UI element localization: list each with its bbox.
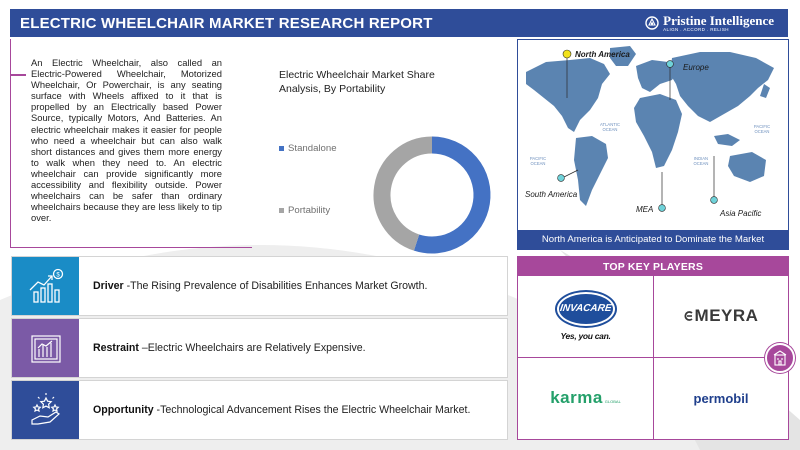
map-panel: ATLANTIC OCEAN PACIFIC OCEAN INDIAN OCEA… bbox=[517, 39, 789, 250]
japan-shape bbox=[760, 84, 770, 98]
bar-chart-icon bbox=[30, 335, 61, 363]
indonesia-shape bbox=[714, 134, 740, 146]
permobil-wordmark: permobil bbox=[693, 390, 749, 406]
chart-title: Electric Wheelchair Market Share Analysi… bbox=[279, 69, 435, 95]
australia-shape bbox=[728, 152, 766, 182]
karma-global-text: GLOBAL bbox=[604, 399, 621, 405]
ocean-label-indian: INDIAN bbox=[694, 156, 708, 161]
company-logo: Pristine Intelligence ALIGN . ACCORD . R… bbox=[645, 14, 788, 33]
meyra-wordmark: MEYRA bbox=[694, 306, 759, 326]
factor-driver: $ Driver -The Rising Prevalence of Disab… bbox=[11, 256, 508, 316]
player-invacare: INVACARE Yes, you can. bbox=[518, 276, 653, 358]
description-text: An Electric Wheelchair, also called an E… bbox=[31, 57, 222, 224]
factor-opportunity: Opportunity -Technological Advancement R… bbox=[11, 380, 508, 440]
africa-shape bbox=[634, 94, 682, 168]
marker-asia-pacific bbox=[710, 196, 718, 204]
restraint-icon-panel bbox=[12, 319, 79, 377]
opportunity-label: Opportunity bbox=[93, 403, 154, 416]
report-title: ELECTRIC WHEELCHAIR MARKET RESEARCH REPO… bbox=[20, 14, 433, 32]
region-label-north-america: North America bbox=[575, 50, 630, 59]
restraint-text: Restraint –Electric Wheelchairs are Rela… bbox=[79, 342, 507, 355]
opportunity-icon-panel bbox=[12, 381, 79, 439]
ocean-label-pacific-east: PACIFIC bbox=[754, 124, 770, 129]
legend-label-portability: Portability bbox=[288, 205, 331, 216]
invacare-wordmark: INVACARE bbox=[558, 303, 613, 315]
marker-north-america bbox=[562, 49, 572, 59]
greenland-shape bbox=[610, 46, 636, 66]
legend-item-standalone: Standalone bbox=[279, 143, 337, 154]
ocean-label-atlantic-ocean: OCEAN bbox=[603, 127, 618, 132]
legend-swatch-standalone bbox=[279, 146, 284, 151]
player-meyra: MEYRA bbox=[653, 276, 788, 358]
north-america-shape bbox=[526, 58, 610, 132]
factor-restraint: Restraint –Electric Wheelchairs are Rela… bbox=[11, 318, 508, 378]
donut-slice-standalone bbox=[413, 136, 491, 254]
driver-text: Driver -The Rising Prevalence of Disabil… bbox=[79, 280, 507, 293]
map-caption: North America is Anticipated to Dominate… bbox=[518, 230, 788, 249]
marker-mea bbox=[658, 204, 666, 212]
meyra-mark-icon bbox=[684, 311, 693, 322]
restraint-label: Restraint bbox=[93, 341, 139, 354]
svg-text:$: $ bbox=[56, 273, 60, 279]
legend-swatch-portability bbox=[279, 208, 284, 213]
ocean-label-pacific-west-ocean: OCEAN bbox=[531, 161, 546, 166]
asia-shape bbox=[670, 52, 774, 122]
description-frame bbox=[10, 39, 252, 248]
donut-slice-portability bbox=[373, 136, 433, 251]
region-label-mea: MEA bbox=[636, 205, 653, 214]
hand-stars-icon bbox=[30, 393, 60, 425]
ocean-label-atlantic: ATLANTIC bbox=[600, 122, 620, 127]
legend-item-portability: Portability bbox=[279, 205, 330, 216]
opportunity-description: -Technological Advancement Rises the Ele… bbox=[153, 403, 471, 416]
building-icon bbox=[773, 350, 787, 366]
invacare-logo: INVACARE Yes, you can. bbox=[556, 291, 615, 341]
world-map: ATLANTIC OCEAN PACIFIC OCEAN INDIAN OCEA… bbox=[525, 46, 774, 218]
header-bar: ELECTRIC WHEELCHAIR MARKET RESEARCH REPO… bbox=[10, 9, 788, 37]
logo-tagline: ALIGN . ACCORD . RELISH bbox=[663, 26, 729, 32]
opportunity-text: Opportunity -Technological Advancement R… bbox=[79, 404, 507, 417]
driver-label: Driver bbox=[93, 279, 124, 292]
logo-name: Pristine Intelligence bbox=[663, 12, 774, 28]
donut-chart bbox=[373, 136, 491, 254]
marker-europe bbox=[666, 60, 674, 68]
ocean-label-pacific-west: PACIFIC bbox=[530, 156, 546, 161]
europe-shape bbox=[636, 60, 678, 92]
region-label-south-america: South America bbox=[525, 190, 578, 199]
region-label-asia-pacific: Asia Pacific bbox=[719, 209, 761, 218]
key-players-panel: TOP KEY PLAYERS INVACARE Yes, you can. M… bbox=[517, 256, 789, 440]
invacare-oval: INVACARE bbox=[556, 291, 615, 326]
continents bbox=[526, 46, 774, 206]
logo-icon bbox=[645, 16, 659, 30]
building-badge bbox=[765, 343, 795, 373]
invacare-tagline: Yes, you can. bbox=[560, 330, 611, 341]
player-permobil: permobil bbox=[653, 357, 788, 439]
player-karma: karma GLOBAL bbox=[518, 358, 653, 440]
driver-description: -The Rising Prevalence of Disabilities E… bbox=[123, 279, 428, 292]
karma-wordmark: karma bbox=[550, 388, 603, 408]
restraint-description: –Electric Wheelchairs are Relatively Exp… bbox=[138, 341, 366, 354]
legend-label-standalone: Standalone bbox=[288, 143, 337, 154]
region-label-europe: Europe bbox=[683, 63, 709, 72]
description-marker bbox=[10, 74, 26, 76]
ocean-label-indian-ocean: OCEAN bbox=[694, 161, 709, 166]
key-players-title: TOP KEY PLAYERS bbox=[518, 257, 788, 276]
driver-icon-panel: $ bbox=[12, 257, 79, 315]
marker-south-america bbox=[557, 174, 565, 182]
leader-south-america bbox=[561, 169, 579, 179]
ocean-label-pacific-east-ocean: OCEAN bbox=[755, 129, 770, 134]
meyra-logo: MEYRA bbox=[684, 306, 759, 326]
karma-logo: karma GLOBAL bbox=[550, 388, 621, 408]
south-america-shape bbox=[574, 136, 608, 206]
growth-chart-icon: $ bbox=[29, 268, 63, 303]
